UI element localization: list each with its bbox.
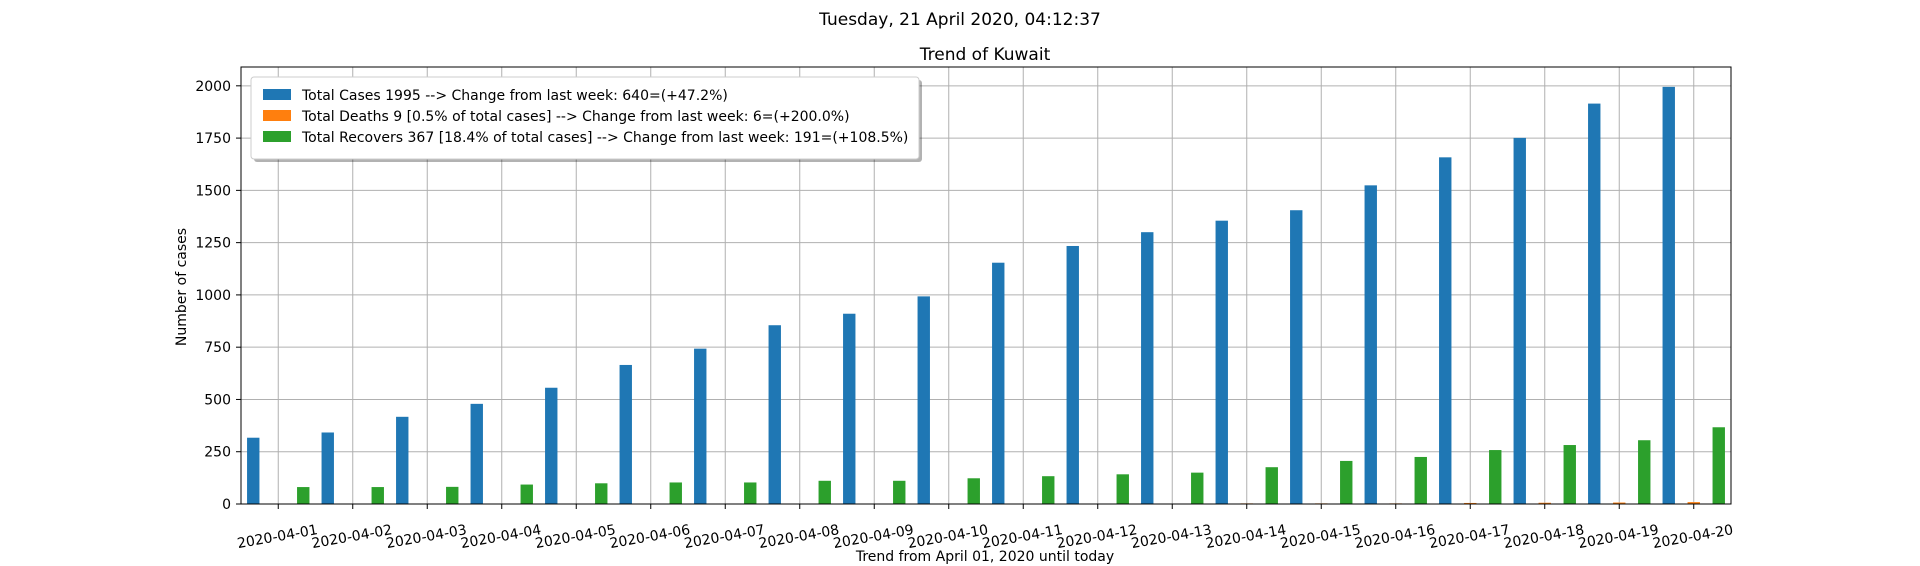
- x-tick-label: 2020-04-13: [1130, 522, 1213, 552]
- bar-series-3-2020-04-03: [446, 486, 459, 504]
- bar-series-1-2020-04-19: [1588, 103, 1601, 504]
- chart-title: Trend of Kuwait: [919, 45, 1051, 65]
- legend-box: [250, 76, 920, 160]
- x-axis-label: Trend from April 01, 2020 until today: [855, 549, 1114, 565]
- x-tick-label: 2020-04-06: [609, 522, 692, 552]
- bar-series-3-2020-04-19: [1638, 440, 1651, 504]
- x-tick-label: 2020-04-20: [1652, 522, 1735, 552]
- bar-series-2-2020-04-18: [1538, 502, 1551, 504]
- x-tick-label: 2020-04-01: [236, 522, 319, 552]
- legend-swatch-3: [263, 131, 291, 142]
- x-tick-label: 2020-04-17: [1428, 522, 1511, 552]
- x-tick-label: 2020-04-04: [460, 522, 543, 552]
- legend-label-2: Total Deaths 9 [0.5% of total cases] -->…: [301, 109, 850, 125]
- y-tick-label: 1750: [195, 131, 231, 147]
- x-tick-label: 2020-04-05: [534, 522, 617, 552]
- bar-series-3-2020-04-02: [371, 487, 384, 504]
- y-tick-label: 1500: [195, 183, 231, 199]
- legend-swatch-2: [263, 110, 291, 121]
- plot-frame: [240, 66, 1732, 505]
- timestamp-title: Tuesday, 21 April 2020, 04:12:37: [818, 10, 1101, 30]
- y-tick-label: 1000: [195, 288, 231, 304]
- bar-series-3-2020-04-10: [967, 478, 980, 504]
- legend: Total Cases 1995 --> Change from last we…: [250, 76, 922, 162]
- x-tick-label: 2020-04-15: [1279, 522, 1362, 552]
- x-tick-label: 2020-04-10: [907, 522, 990, 552]
- y-tick-label: 250: [204, 445, 231, 461]
- x-tick-label: 2020-04-09: [832, 522, 915, 552]
- bar-series-3-2020-04-07: [744, 482, 757, 504]
- bar-series-3-2020-04-14: [1265, 467, 1278, 504]
- x-tick-label: 2020-04-16: [1354, 522, 1437, 552]
- bar-series-3-2020-04-20: [1712, 427, 1725, 504]
- bar-series-3-2020-04-11: [1042, 476, 1055, 504]
- x-tick-label: 2020-04-12: [1056, 522, 1139, 552]
- bars-layer: [247, 86, 1725, 504]
- x-tick-label: 2020-04-07: [683, 522, 766, 552]
- x-tick-label: 2020-04-08: [758, 522, 841, 552]
- bar-series-3-2020-04-01: [297, 487, 310, 504]
- x-tick-label: 2020-04-14: [1205, 522, 1288, 552]
- axes-layer: [240, 66, 1732, 505]
- bar-series-3-2020-04-17: [1489, 450, 1502, 504]
- bar-series-1-2020-04-01: [247, 437, 260, 504]
- bar-series-3-2020-04-08: [818, 480, 831, 504]
- bar-series-1-2020-04-02: [321, 432, 334, 504]
- bar-series-3-2020-04-13: [1191, 472, 1204, 504]
- y-tick-label: 1250: [195, 236, 231, 252]
- bar-series-3-2020-04-12: [1116, 474, 1129, 504]
- bar-series-2-2020-04-17: [1464, 502, 1477, 504]
- bar-series-1-2020-04-16: [1364, 185, 1377, 504]
- x-tick-label: 2020-04-03: [385, 522, 468, 552]
- bar-series-1-2020-04-17: [1439, 157, 1452, 504]
- bar-series-1-2020-04-13: [1141, 232, 1154, 504]
- bar-series-1-2020-04-06: [619, 364, 632, 504]
- y-tick-label: 2000: [195, 79, 231, 95]
- bar-series-3-2020-04-05: [595, 483, 608, 504]
- bar-series-1-2020-04-07: [694, 348, 707, 504]
- y-tick-label: 0: [222, 497, 231, 513]
- bar-series-3-2020-04-09: [893, 480, 906, 504]
- x-tick-label: 2020-04-11: [981, 522, 1064, 552]
- legend-label-1: Total Cases 1995 --> Change from last we…: [301, 88, 728, 104]
- bar-series-1-2020-04-08: [768, 325, 781, 504]
- bar-series-1-2020-04-18: [1513, 137, 1526, 504]
- x-tick-label: 2020-04-19: [1577, 522, 1660, 552]
- bar-series-3-2020-04-06: [669, 482, 682, 504]
- bar-series-1-2020-04-03: [396, 416, 409, 504]
- bar-series-3-2020-04-16: [1414, 456, 1427, 504]
- legend-label-3: Total Recovers 367 [18.4% of total cases…: [301, 130, 908, 146]
- bar-series-1-2020-04-10: [917, 296, 930, 504]
- y-axis-label: Number of cases: [174, 228, 190, 346]
- bar-series-2-2020-04-19: [1613, 502, 1626, 504]
- bar-series-3-2020-04-04: [520, 484, 533, 504]
- bar-series-1-2020-04-14: [1215, 220, 1228, 504]
- legend-swatch-1: [263, 89, 291, 100]
- bar-series-1-2020-04-15: [1290, 210, 1303, 504]
- bar-series-1-2020-04-04: [470, 403, 483, 504]
- bar-series-1-2020-04-20: [1662, 86, 1675, 504]
- y-tick-label: 500: [204, 392, 231, 408]
- bar-series-3-2020-04-15: [1340, 460, 1353, 504]
- bar-series-1-2020-04-09: [843, 313, 856, 504]
- x-tick-label: 2020-04-18: [1503, 522, 1586, 552]
- bar-series-3-2020-04-18: [1563, 445, 1576, 504]
- x-tick-label: 2020-04-02: [311, 522, 394, 552]
- y-tick-label: 750: [204, 340, 231, 356]
- bar-series-1-2020-04-05: [545, 387, 558, 504]
- bar-series-2-2020-04-20: [1687, 502, 1700, 504]
- bar-series-1-2020-04-11: [992, 262, 1005, 504]
- bar-series-1-2020-04-12: [1066, 245, 1079, 504]
